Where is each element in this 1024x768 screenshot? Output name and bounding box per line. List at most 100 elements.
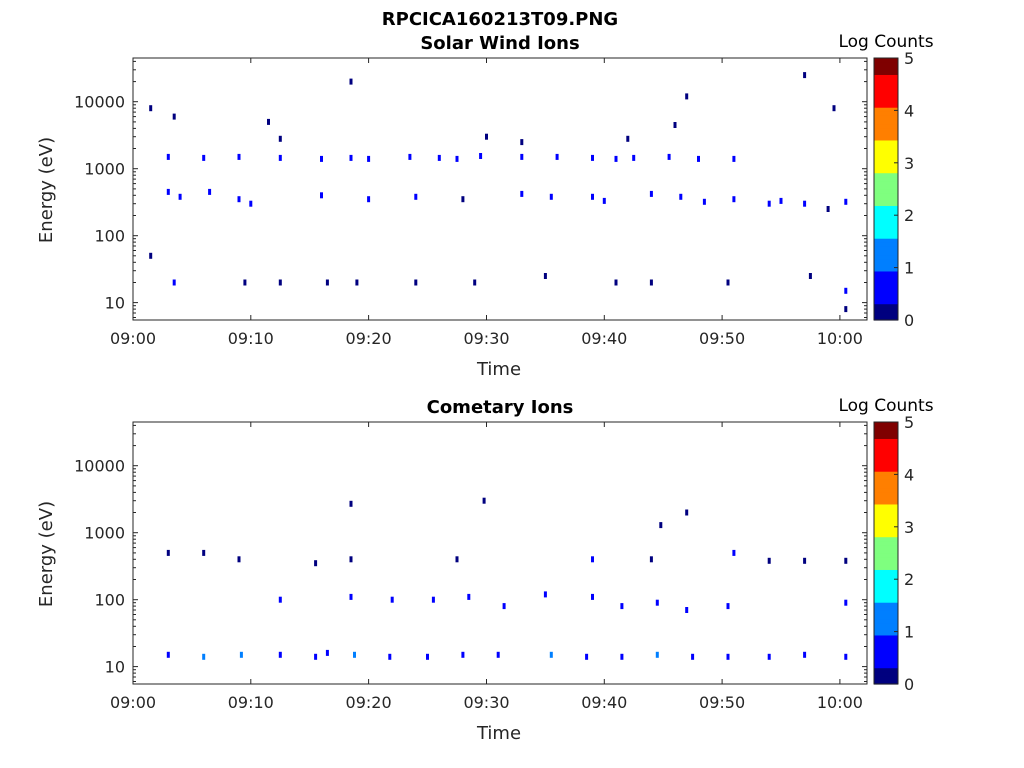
data-cell	[620, 603, 624, 610]
colorbar-segment	[874, 205, 898, 211]
data-cell	[314, 560, 318, 567]
colorbar-segment	[874, 283, 898, 288]
colorbar-segment	[874, 458, 898, 464]
data-cell	[685, 93, 689, 100]
colorbar-segment	[874, 495, 898, 501]
y-tick-label: 1000	[84, 524, 125, 543]
colorbar-segment	[874, 217, 898, 223]
colorbar-segment	[874, 528, 898, 534]
colorbar-tick-label: 0	[904, 311, 914, 330]
colorbar-segment	[874, 512, 898, 517]
y-axis-label: Energy (eV)	[36, 137, 57, 243]
colorbar-segment	[874, 679, 898, 685]
data-cell	[349, 593, 353, 600]
colorbar-segment	[874, 135, 898, 141]
colorbar-tick-label: 2	[904, 570, 914, 589]
colorbar-segment	[874, 176, 898, 182]
data-cell	[278, 154, 282, 161]
colorbar-segment	[874, 270, 898, 276]
data-cell	[267, 118, 270, 125]
data-cell	[614, 279, 618, 286]
colorbar-segment	[874, 446, 898, 452]
data-cell	[239, 651, 243, 658]
data-cell	[355, 279, 359, 286]
data-cell	[502, 603, 506, 610]
colorbar-segment	[874, 258, 898, 264]
data-cell	[649, 190, 653, 197]
colorbar-segment	[874, 90, 898, 96]
colorbar-segment	[874, 213, 898, 219]
colorbar-segment	[874, 193, 898, 198]
data-cell	[767, 653, 771, 660]
colorbar-segment	[874, 651, 898, 656]
data-cell	[549, 651, 553, 658]
colorbar-tick-label: 2	[904, 206, 914, 225]
colorbar-segment	[874, 499, 898, 505]
x-tick-label: 09:50	[699, 329, 745, 348]
data-cell	[803, 651, 807, 658]
colorbar-segment	[874, 671, 898, 677]
colorbar-segment	[874, 242, 898, 247]
colorbar-segment	[874, 291, 898, 297]
data-cell	[320, 155, 323, 162]
colorbar-segment	[874, 663, 898, 669]
y-tick-label: 10	[105, 294, 125, 313]
data-cell	[349, 556, 353, 563]
colorbar-segment	[874, 160, 898, 166]
colorbar-segment	[874, 634, 898, 640]
colorbar-segment	[874, 643, 898, 648]
colorbar-segment	[874, 111, 898, 116]
data-cell	[732, 549, 736, 556]
colorbar-segment	[874, 532, 898, 538]
colorbar-segment	[874, 74, 898, 80]
data-cell	[632, 154, 636, 161]
x-tick-label: 10:00	[817, 693, 863, 712]
data-cell	[520, 139, 524, 146]
colorbar-segment	[874, 184, 898, 190]
colorbar-segment	[874, 544, 898, 550]
data-cell	[779, 197, 783, 204]
data-cell	[803, 200, 807, 207]
colorbar-segment	[874, 430, 898, 435]
colorbar-segment	[874, 524, 898, 530]
colorbar-segment	[874, 66, 898, 71]
colorbar-segment	[874, 471, 898, 476]
colorbar-segment	[874, 164, 898, 170]
data-cell	[479, 153, 483, 159]
colorbar-segment	[874, 299, 898, 305]
colorbar: 0 1 2 3 4 5	[873, 49, 914, 330]
colorbar-segment	[874, 675, 898, 681]
data-cell	[726, 603, 730, 610]
data-cell	[473, 279, 477, 286]
data-cell	[702, 198, 706, 205]
data-cell	[585, 653, 589, 660]
data-cell	[467, 593, 471, 600]
colorbar-segment	[874, 475, 898, 480]
data-cell	[803, 557, 807, 564]
x-tick-label: 09:40	[581, 693, 627, 712]
data-cell	[832, 105, 836, 112]
data-cell	[325, 649, 329, 656]
data-cell	[367, 196, 371, 203]
data-cell	[172, 279, 176, 286]
colorbar-segment	[874, 307, 898, 313]
data-cell	[166, 188, 170, 195]
data-cell	[237, 153, 241, 160]
panel-title: Solar Wind Ions	[420, 33, 579, 54]
data-cell	[166, 651, 170, 658]
data-cell	[455, 155, 459, 162]
data-cell	[844, 653, 848, 660]
colorbar-tick-label: 5	[904, 413, 914, 432]
x-tick-label: 09:20	[346, 329, 392, 348]
colorbar-segment	[874, 516, 898, 521]
colorbar-label: Log Counts	[838, 32, 933, 52]
colorbar-segment	[874, 667, 898, 673]
data-cell	[278, 279, 282, 286]
colorbar-segment	[874, 659, 898, 665]
colorbar-segment	[874, 119, 898, 125]
colorbar-segment	[874, 131, 898, 137]
colorbar-segment	[874, 503, 898, 509]
colorbar-segment	[874, 62, 898, 67]
colorbar-segment	[874, 250, 898, 256]
